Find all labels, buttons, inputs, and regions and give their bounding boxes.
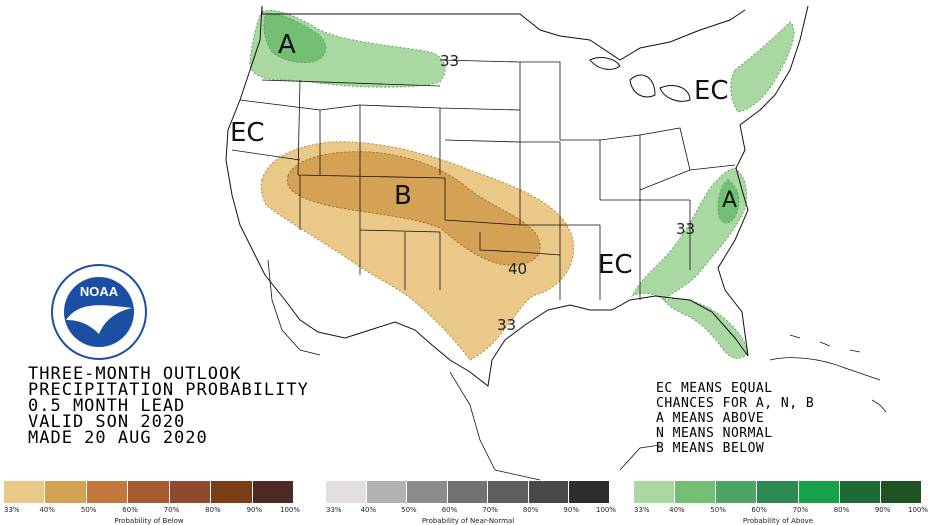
title-line-2: PRECIPITATION PROBABILITY — [28, 380, 309, 400]
colorbar-swatch — [675, 481, 717, 503]
colorbar-2 — [326, 481, 610, 503]
colorbar-swatch — [169, 481, 212, 503]
colorbar-3 — [634, 481, 922, 503]
contour-label-40-plains: 40 — [508, 260, 528, 278]
noaa-logo-text: NOAA — [80, 284, 119, 299]
colorbar-swatch — [211, 481, 253, 503]
legend-explanation: EC MEANS EQUAL CHANCES FOR A, N, B A MEA… — [656, 381, 814, 456]
noaa-logo: NOAA — [51, 264, 147, 360]
colorbar-swatch — [407, 481, 448, 503]
label-a-southeast: A — [722, 188, 738, 213]
colorbar-caption: Probability of Below — [114, 517, 184, 525]
title-line-3: 0.5 MONTH LEAD — [28, 396, 186, 416]
colorbar-swatch — [86, 481, 129, 503]
colorbar-swatch — [757, 481, 799, 503]
colorbar-swatch — [528, 481, 570, 503]
contour-label-33-texas: 33 — [497, 316, 517, 334]
colorbar-swatch — [45, 481, 87, 503]
caribbean — [769, 334, 887, 413]
legend-line-3: A MEANS ABOVE — [656, 411, 765, 426]
colorbar-tick-label: 40% — [39, 506, 55, 514]
colorbar-tick-label: 33% — [326, 506, 342, 514]
contour-label-33-north: 33 — [440, 52, 460, 70]
label-b-center: B — [394, 181, 412, 211]
canada-border — [261, 6, 746, 61]
title-line-4: VALID SON 2020 — [28, 412, 186, 432]
colorbar-swatch — [839, 481, 881, 503]
legend-line-4: N MEANS NORMAL — [656, 426, 773, 441]
colorbar-swatch — [366, 481, 408, 503]
colorbar-tick-label: 40% — [669, 506, 685, 514]
colorbar-tick-label: 60% — [122, 506, 138, 514]
label-ec-northeast: EC — [694, 76, 729, 106]
colorbar-tick-label: 90% — [874, 506, 891, 514]
colorbar-tick-label: 80% — [205, 506, 221, 514]
colorbar-swatch — [4, 481, 46, 503]
colorbar-swatch — [880, 481, 922, 503]
legend-line-5: B MEANS BELOW — [656, 441, 765, 456]
outlook-title: THREE-MONTH OUTLOOK PRECIPITATION PROBAB… — [28, 364, 309, 448]
colorbar-tick-label: 33% — [4, 506, 20, 514]
colorbar-tick-label: 50% — [80, 506, 97, 514]
colorbar-tick-label: 70% — [792, 506, 809, 514]
title-line-5: MADE 20 AUG 2020 — [28, 428, 208, 448]
colorbar-tick-label: 100% — [596, 506, 617, 514]
colorbar-tick-label: 100% — [908, 506, 929, 514]
colorbar-tick-label: 90% — [246, 506, 263, 514]
colorbar-tick-label: 50% — [401, 506, 417, 514]
colorbar-swatch — [252, 481, 294, 503]
colorbar-tick-label: 70% — [163, 506, 180, 514]
colorbar-swatch — [326, 481, 367, 503]
great-lakes — [589, 57, 691, 102]
region-above-northeast — [730, 21, 795, 113]
colorbar-caption: Probability of Near-Normal — [421, 517, 515, 525]
title-line-1: THREE-MONTH OUTLOOK — [28, 364, 242, 384]
region-above-northwest-core — [263, 13, 327, 63]
colorbar-tick-label: 90% — [563, 506, 579, 514]
region-below-central-core — [286, 151, 541, 266]
region-above-florida — [663, 298, 749, 359]
colorbar-tick-label: 50% — [710, 506, 726, 514]
label-ec-west: EC — [230, 118, 265, 148]
colorbar-1 — [4, 481, 294, 503]
colorbar-swatch — [634, 481, 676, 503]
colorbar-swatch — [128, 481, 170, 503]
colorbar-tick-label: 70% — [482, 506, 498, 514]
colorbar-caption: Probability of Above — [742, 517, 814, 525]
colorbar-swatch — [716, 481, 758, 503]
map-borders — [225, 5, 887, 481]
label-ec-south: EC — [598, 250, 633, 280]
colorbar-tick-label: 33% — [634, 506, 650, 514]
contour-label-33-southeast: 33 — [676, 220, 696, 238]
colorbar-tick-label: 80% — [522, 506, 539, 514]
probability-regions — [249, 9, 795, 361]
colorbar-swatch — [798, 481, 840, 503]
label-a-northwest: A — [278, 30, 296, 60]
state-lines — [231, 59, 736, 300]
colorbar-tick-label: 60% — [441, 506, 458, 514]
colorbar-tick-label: 60% — [751, 506, 767, 514]
colorbar-tick-label: 100% — [280, 506, 301, 514]
colorbar-tick-label: 80% — [833, 506, 850, 514]
legend-line-1: EC MEANS EQUAL — [656, 381, 773, 396]
legend-line-2: CHANCES FOR A, N, B — [656, 396, 815, 411]
colorbar-swatch — [447, 481, 489, 503]
mexico-coast — [267, 259, 661, 481]
us-outline — [225, 5, 809, 387]
region-above-southeast-core — [717, 179, 740, 224]
colorbar-tick-label: 40% — [360, 506, 377, 514]
colorbar-swatch — [569, 481, 610, 503]
colorbar-swatch — [488, 481, 529, 503]
